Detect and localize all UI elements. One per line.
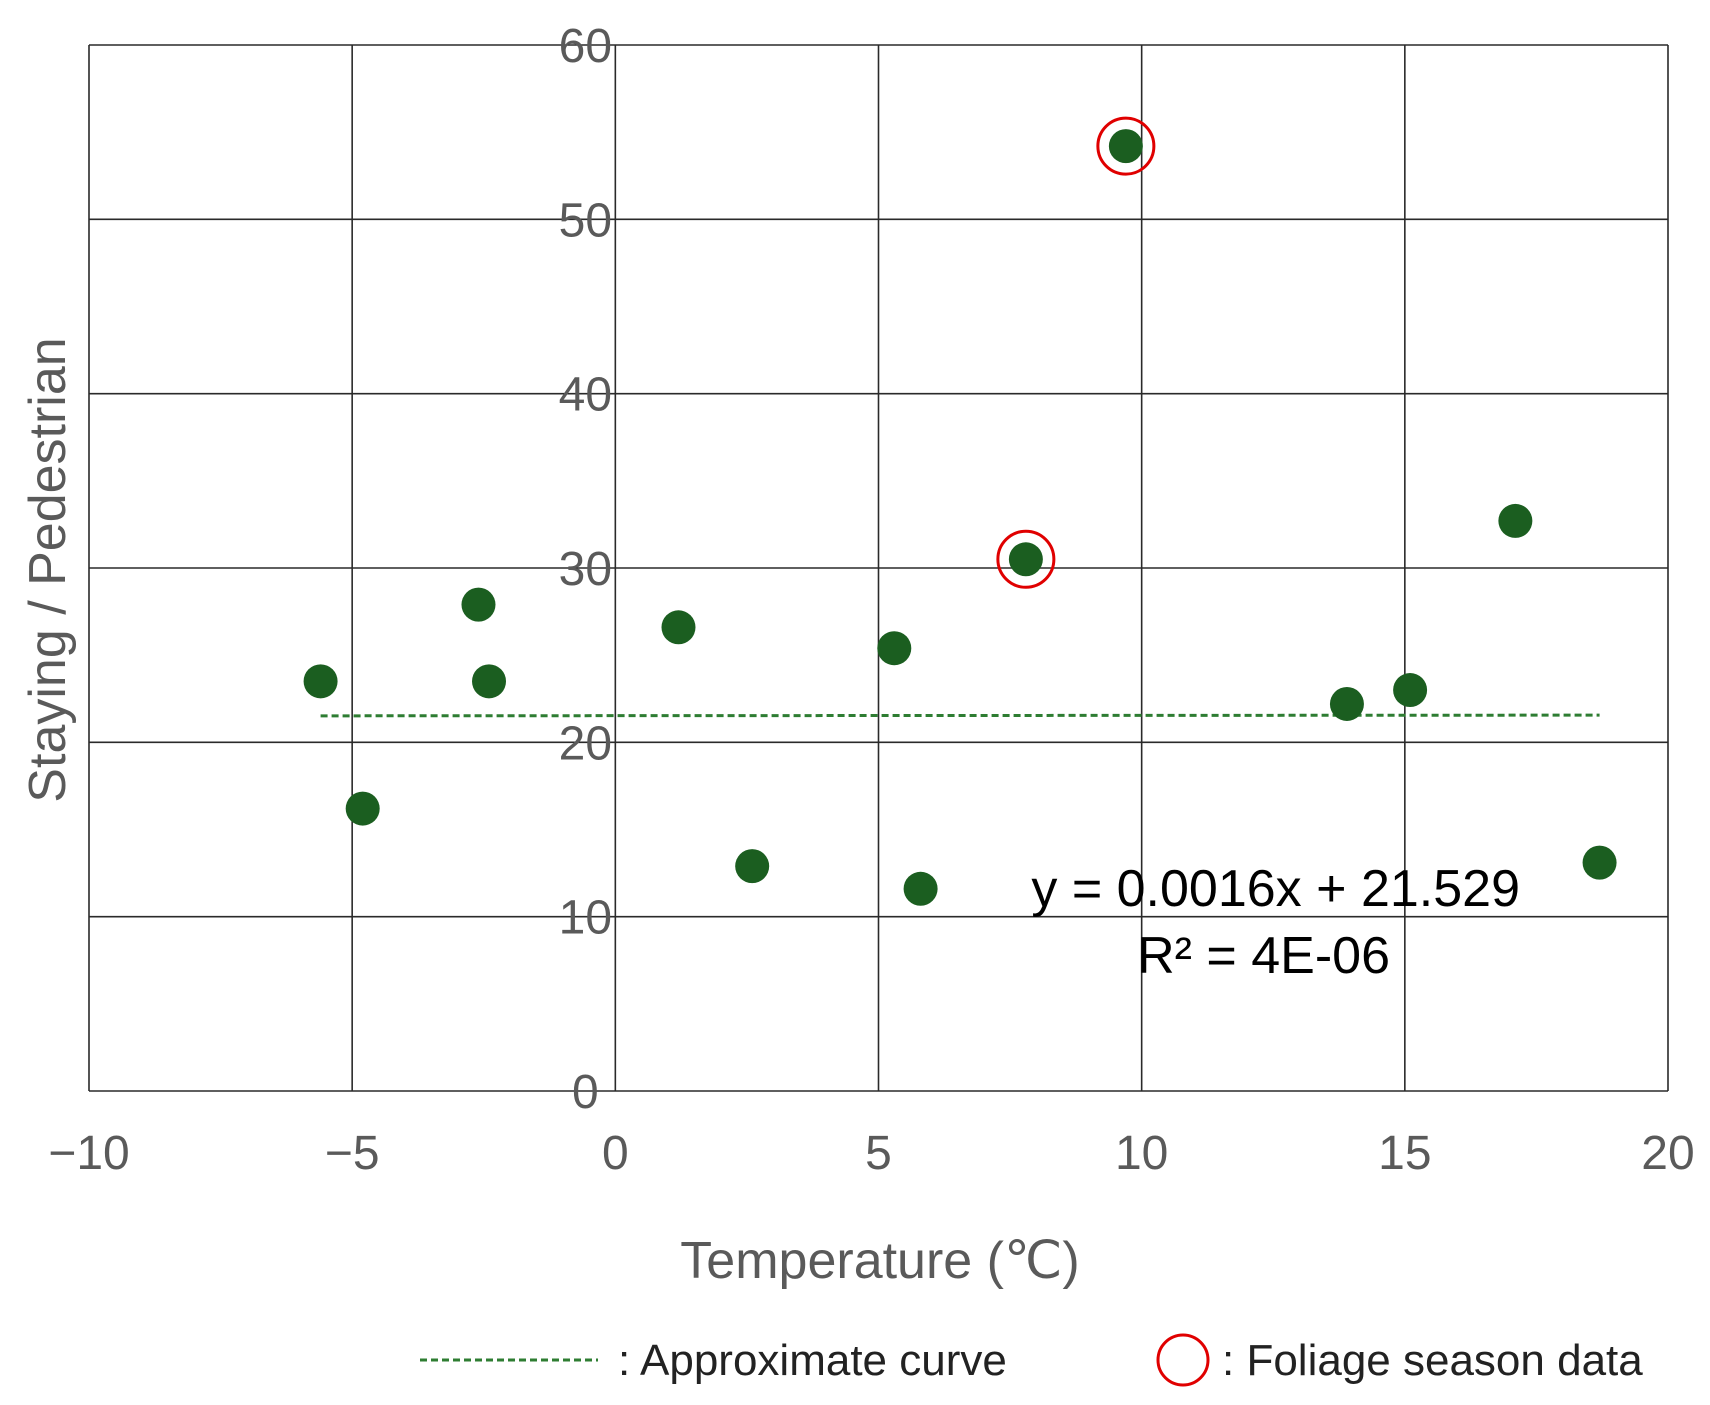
legend-red-circle-icon [1156,1333,1210,1387]
y-tick-label: 20 [559,717,612,770]
x-tick-label: 20 [1641,1127,1694,1180]
data-point [1582,845,1617,880]
x-tick-label: 10 [1115,1127,1168,1180]
x-tick-label: 0 [602,1127,629,1180]
x-tick-label: −10 [48,1127,129,1180]
data-point [1393,673,1428,708]
x-tick-labels: −10 −5 0 5 10 15 20 [48,1127,1694,1180]
legend-foliage-label: : Foliage season data [1222,1336,1643,1385]
y-tick-label: 60 [559,20,612,73]
trend-r-squared: R² = 4E-06 [1137,927,1390,985]
data-points [303,116,1617,906]
trend-equation: y = 0.0016x + 21.529 [1031,860,1520,918]
y-tick-label: 0 [572,1066,599,1119]
grid [88,44,1669,1092]
foliage-season-marker [996,529,1056,589]
y-tick-labels: 0 10 20 30 40 50 60 [559,20,612,1119]
legend-approx-curve-label: : Approximate curve [618,1336,1007,1385]
y-tick-label: 10 [559,892,612,945]
y-tick-label: 50 [559,194,612,247]
legend: : Approximate curve : Foliage season dat… [420,1333,1643,1387]
data-point [472,664,507,699]
x-tick-label: 5 [865,1127,892,1180]
data-point [345,791,380,826]
data-point [461,587,496,622]
x-tick-label: 15 [1378,1127,1431,1180]
y-axis-title: Staying / Pedestrian [19,337,77,802]
trendline [320,713,1600,718]
x-tick-label: −5 [325,1127,380,1180]
data-point [877,631,912,666]
data-point [903,871,938,906]
data-point [735,849,770,884]
y-tick-label: 30 [559,543,612,596]
data-point [303,664,338,699]
data-point [1498,503,1533,538]
data-point [661,610,696,645]
y-tick-label: 40 [559,369,612,422]
data-point [1329,686,1364,721]
foliage-season-marker [1096,116,1156,176]
data-point [1108,129,1143,164]
data-point [1008,542,1043,577]
x-axis-title: Temperature (℃) [680,1232,1079,1290]
